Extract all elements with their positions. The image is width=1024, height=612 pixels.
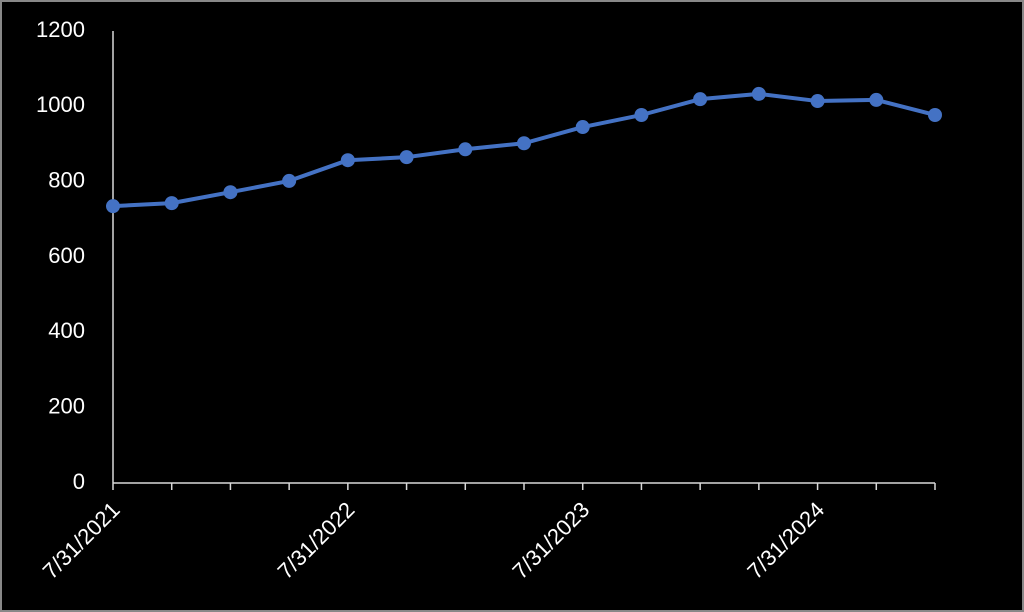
data-point bbox=[282, 173, 297, 188]
data-point bbox=[458, 142, 473, 157]
data-point bbox=[106, 199, 120, 214]
data-point bbox=[810, 94, 825, 109]
data-point bbox=[517, 136, 531, 151]
data-point bbox=[340, 153, 355, 168]
y-tick-label: 400 bbox=[48, 318, 85, 343]
y-tick-label: 1000 bbox=[36, 92, 85, 117]
data-point bbox=[399, 150, 414, 165]
data-point bbox=[751, 86, 766, 101]
data-point bbox=[928, 107, 942, 122]
data-point bbox=[634, 107, 649, 122]
y-tick-label: 800 bbox=[48, 167, 85, 192]
data-point bbox=[693, 92, 708, 107]
y-tick-label: 1200 bbox=[36, 17, 85, 42]
data-point bbox=[223, 185, 238, 200]
data-point bbox=[869, 92, 884, 107]
y-tick-label: 200 bbox=[48, 393, 85, 418]
data-point bbox=[575, 120, 590, 135]
y-tick-label: 0 bbox=[73, 469, 85, 494]
y-tick-label: 600 bbox=[48, 243, 85, 268]
data-point bbox=[164, 196, 179, 211]
